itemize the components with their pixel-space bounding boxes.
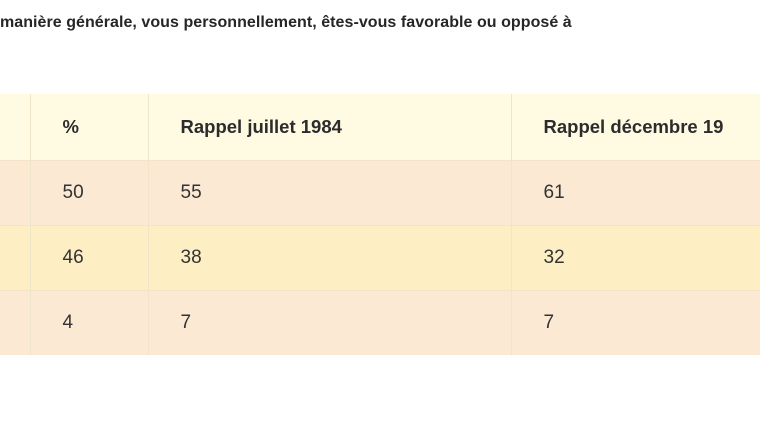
cell-decembre: 61 xyxy=(511,160,760,225)
cell-juillet-1984: 55 xyxy=(148,160,512,225)
header-percent: % xyxy=(30,94,149,160)
header-label-cell xyxy=(0,94,31,160)
header-rappel-decembre: Rappel décembre 19 xyxy=(511,94,760,160)
cell-percent: 46 xyxy=(30,225,149,290)
table-row: 46 38 32 xyxy=(0,225,760,290)
results-table: % Rappel juillet 1984 Rappel décembre 19… xyxy=(0,94,760,355)
row-label-cell xyxy=(0,290,31,355)
question-text: manière générale, vous personnellement, … xyxy=(0,14,572,31)
cell-juillet-1984: 7 xyxy=(148,290,512,355)
cell-juillet-1984: 38 xyxy=(148,225,512,290)
table-row: 50 55 61 xyxy=(0,160,760,225)
row-label-cell xyxy=(0,160,31,225)
cell-decembre: 32 xyxy=(511,225,760,290)
header-rappel-juillet-1984: Rappel juillet 1984 xyxy=(148,94,512,160)
table-row: 4 7 7 xyxy=(0,290,760,355)
cell-percent: 4 xyxy=(30,290,149,355)
cell-percent: 50 xyxy=(30,160,149,225)
results-table-container: % Rappel juillet 1984 Rappel décembre 19… xyxy=(0,94,760,355)
cell-decembre: 7 xyxy=(511,290,760,355)
row-label-cell xyxy=(0,225,31,290)
table-header-row: % Rappel juillet 1984 Rappel décembre 19 xyxy=(0,94,760,160)
